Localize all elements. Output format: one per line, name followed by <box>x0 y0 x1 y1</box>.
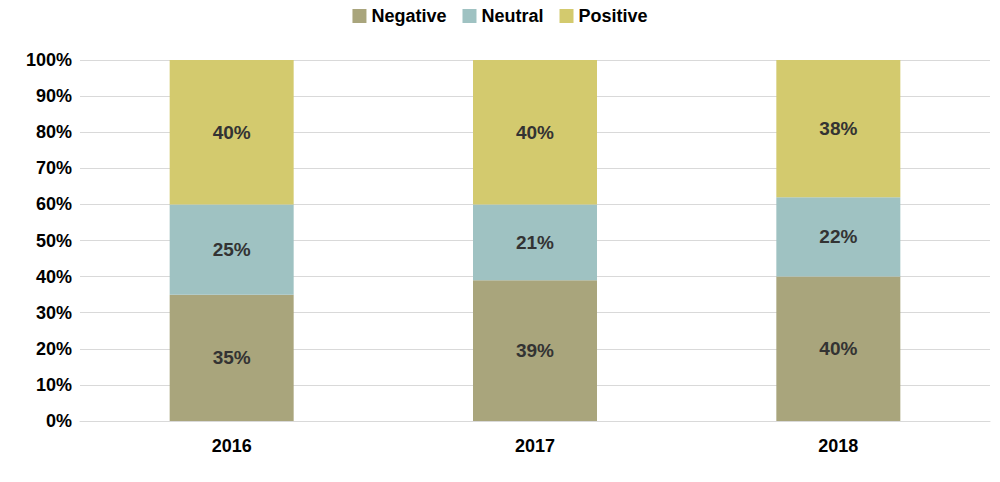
svg-text:30%: 30% <box>36 303 72 323</box>
svg-text:20%: 20% <box>36 339 72 359</box>
svg-text:2017: 2017 <box>515 436 555 456</box>
svg-text:60%: 60% <box>36 194 72 214</box>
svg-text:22%: 22% <box>819 226 857 247</box>
svg-text:21%: 21% <box>516 232 554 253</box>
svg-text:Negative: Negative <box>371 6 446 26</box>
svg-text:2016: 2016 <box>212 436 252 456</box>
svg-text:38%: 38% <box>819 118 857 139</box>
svg-text:50%: 50% <box>36 231 72 251</box>
svg-text:40%: 40% <box>516 122 554 143</box>
svg-text:39%: 39% <box>516 340 554 361</box>
svg-text:40%: 40% <box>213 122 251 143</box>
svg-text:35%: 35% <box>213 347 251 368</box>
svg-text:10%: 10% <box>36 375 72 395</box>
svg-text:90%: 90% <box>36 86 72 106</box>
svg-text:70%: 70% <box>36 158 72 178</box>
svg-text:25%: 25% <box>213 239 251 260</box>
svg-text:2018: 2018 <box>818 436 858 456</box>
svg-text:0%: 0% <box>46 411 72 431</box>
svg-text:40%: 40% <box>819 338 857 359</box>
svg-text:40%: 40% <box>36 267 72 287</box>
svg-text:Positive: Positive <box>579 6 648 26</box>
svg-text:100%: 100% <box>26 50 72 70</box>
svg-text:Neutral: Neutral <box>481 6 543 26</box>
svg-text:80%: 80% <box>36 122 72 142</box>
